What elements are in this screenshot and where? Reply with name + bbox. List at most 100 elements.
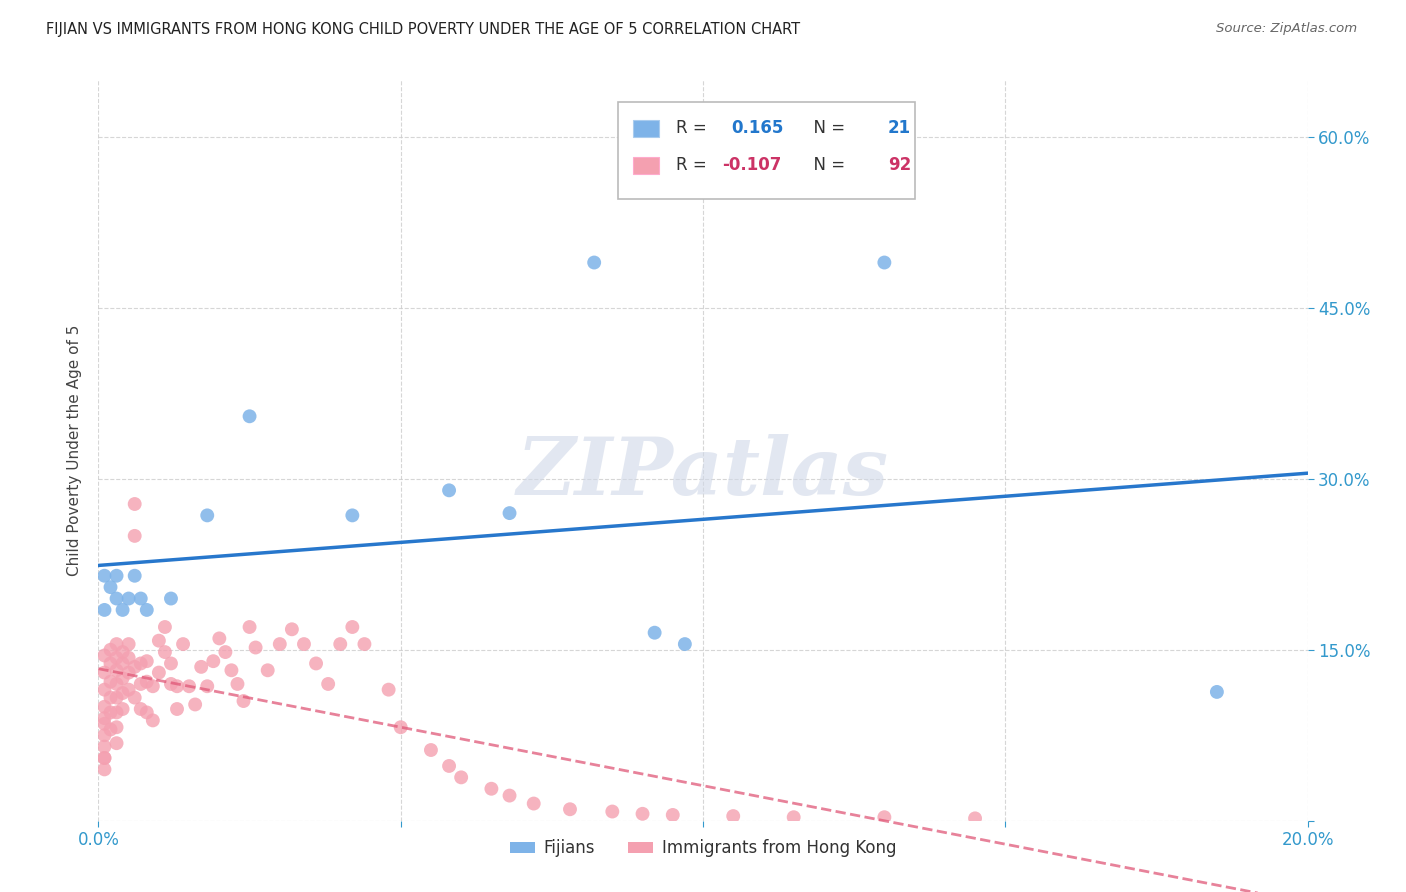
Point — [153, 620, 176, 634]
Point — [100, 723, 122, 737]
Point — [118, 637, 141, 651]
Point — [105, 591, 128, 606]
Point — [100, 690, 122, 705]
Point — [160, 591, 183, 606]
Point — [305, 657, 328, 671]
Point — [111, 657, 134, 671]
Point — [118, 665, 141, 680]
Point — [148, 633, 170, 648]
Point — [129, 591, 152, 606]
Point — [93, 716, 115, 731]
Point — [673, 637, 696, 651]
FancyBboxPatch shape — [633, 120, 659, 136]
Point — [226, 677, 249, 691]
Point — [118, 591, 141, 606]
Point — [105, 568, 128, 582]
Point — [498, 506, 520, 520]
Point — [342, 620, 364, 634]
Point — [105, 677, 128, 691]
Point — [661, 808, 683, 822]
Point — [450, 770, 472, 784]
Point — [329, 637, 352, 651]
Point — [129, 657, 152, 671]
Point — [583, 255, 606, 269]
Point — [105, 706, 128, 720]
Point — [100, 580, 122, 594]
Point — [124, 529, 146, 543]
Y-axis label: Child Poverty Under the Age of 5: Child Poverty Under the Age of 5 — [67, 325, 83, 576]
Text: FIJIAN VS IMMIGRANTS FROM HONG KONG CHILD POVERTY UNDER THE AGE OF 5 CORRELATION: FIJIAN VS IMMIGRANTS FROM HONG KONG CHIL… — [46, 22, 800, 37]
Point — [148, 665, 170, 680]
Text: N =: N = — [803, 120, 851, 137]
Point — [214, 645, 236, 659]
Text: -0.107: -0.107 — [723, 156, 782, 175]
FancyBboxPatch shape — [633, 157, 659, 174]
Point — [93, 728, 115, 742]
Point — [111, 645, 134, 659]
Point — [160, 657, 183, 671]
Point — [118, 682, 141, 697]
Point — [420, 743, 443, 757]
Point — [602, 805, 624, 819]
Point — [124, 690, 146, 705]
Point — [195, 679, 218, 693]
Point — [239, 620, 262, 634]
Point — [184, 698, 207, 712]
Text: ZIPatlas: ZIPatlas — [517, 434, 889, 511]
Point — [783, 810, 806, 824]
Point — [221, 663, 243, 677]
Point — [377, 682, 399, 697]
Point — [389, 720, 412, 734]
Point — [93, 739, 115, 754]
Point — [105, 690, 128, 705]
Point — [129, 677, 152, 691]
Point — [481, 781, 503, 796]
Point — [105, 663, 128, 677]
Point — [93, 665, 115, 680]
Point — [105, 736, 128, 750]
Point — [316, 677, 339, 691]
Point — [135, 706, 157, 720]
Point — [135, 654, 157, 668]
Point — [100, 706, 122, 720]
Point — [135, 603, 157, 617]
Point — [190, 660, 212, 674]
Point — [342, 508, 364, 523]
Point — [93, 751, 115, 765]
Point — [437, 759, 460, 773]
Point — [142, 679, 165, 693]
Point — [292, 637, 315, 651]
Point — [172, 637, 194, 651]
Point — [498, 789, 520, 803]
Point — [644, 625, 666, 640]
Point — [105, 650, 128, 665]
Point — [873, 810, 896, 824]
Point — [118, 650, 141, 665]
Text: R =: R = — [676, 156, 713, 175]
Point — [256, 663, 278, 677]
Point — [239, 409, 262, 424]
Point — [124, 568, 146, 582]
Point — [232, 694, 254, 708]
Point — [111, 671, 134, 685]
Point — [160, 677, 183, 691]
Point — [100, 642, 122, 657]
Legend: Fijians, Immigrants from Hong Kong: Fijians, Immigrants from Hong Kong — [503, 833, 903, 864]
Point — [129, 702, 152, 716]
Point — [179, 679, 201, 693]
Point — [142, 714, 165, 728]
Point — [202, 654, 225, 668]
Point — [105, 637, 128, 651]
Point — [558, 802, 581, 816]
Text: Source: ZipAtlas.com: Source: ZipAtlas.com — [1216, 22, 1357, 36]
Point — [135, 674, 157, 689]
Point — [631, 806, 654, 821]
Point — [93, 751, 115, 765]
Point — [281, 622, 304, 636]
Point — [437, 483, 460, 498]
Point — [124, 497, 146, 511]
FancyBboxPatch shape — [619, 103, 915, 199]
Text: N =: N = — [803, 156, 851, 175]
Point — [100, 674, 122, 689]
Point — [523, 797, 546, 811]
